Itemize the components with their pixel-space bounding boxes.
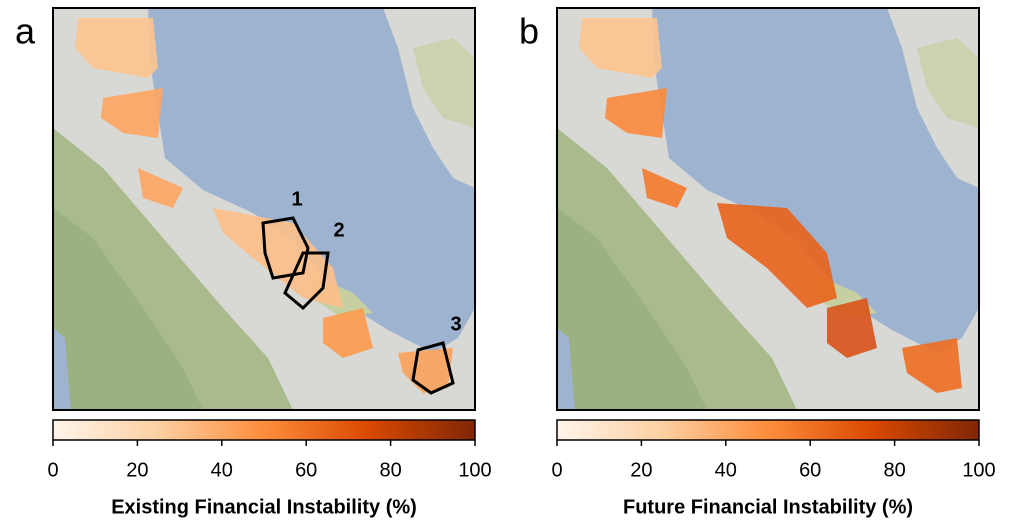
region-outline [261, 216, 310, 280]
colorbar [556, 419, 980, 441]
region [717, 203, 837, 308]
map-frame [52, 7, 476, 411]
region [138, 168, 183, 208]
shore-east [917, 38, 979, 128]
tick-label: 40 [211, 459, 233, 481]
colorbar [52, 419, 476, 441]
hills-dark [557, 208, 707, 410]
region [902, 338, 962, 393]
region-outline [283, 251, 330, 311]
tick-label: 20 [630, 459, 652, 481]
map [557, 8, 979, 410]
tick-label: 80 [883, 459, 905, 481]
region [398, 348, 453, 393]
colorbar-label: Future Financial Instability (%) [623, 496, 913, 518]
bay [148, 8, 475, 353]
bay [652, 8, 979, 353]
region [827, 298, 877, 358]
tick-label: 60 [799, 459, 821, 481]
annotation: 1 [291, 188, 302, 210]
tick-label: 60 [295, 459, 317, 481]
region [642, 168, 687, 208]
map-frame [556, 7, 980, 411]
annotation: 3 [450, 313, 461, 335]
tick-label: 100 [458, 459, 491, 481]
region [101, 88, 163, 138]
ocean [53, 328, 71, 410]
tick-label: 40 [715, 459, 737, 481]
colorbar-label: Existing Financial Instability (%) [111, 496, 417, 518]
tick-label: 100 [962, 459, 995, 481]
tick-label: 0 [551, 459, 562, 481]
hills-dark [53, 208, 203, 410]
ocean [557, 328, 575, 410]
tick-label: 20 [126, 459, 148, 481]
panel-label: b [519, 11, 539, 52]
region-outline [411, 341, 455, 395]
region [605, 88, 667, 138]
tick-label: 0 [47, 459, 58, 481]
region [213, 208, 343, 308]
annotation: 2 [333, 219, 344, 241]
region [75, 18, 158, 78]
region [579, 18, 662, 78]
region [323, 308, 373, 358]
tick-label: 80 [379, 459, 401, 481]
panel-label: a [15, 11, 36, 52]
shore-east [413, 38, 475, 128]
map [53, 8, 475, 410]
